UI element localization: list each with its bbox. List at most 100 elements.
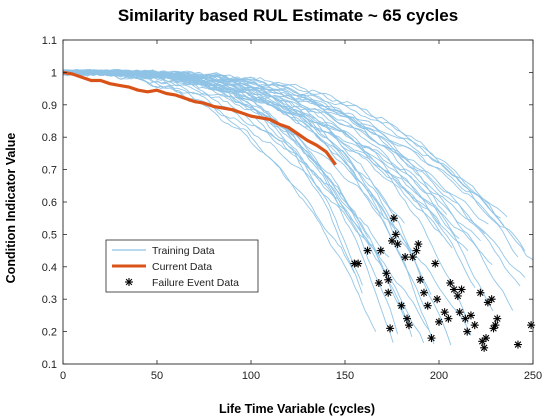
y-tick-label: 0.5 (42, 229, 57, 241)
y-tick-label: 0.3 (42, 294, 57, 306)
training-curve (63, 69, 526, 278)
asterisk-stroke (364, 247, 371, 254)
asterisk-stroke (441, 308, 448, 316)
y-tick-label: 1 (51, 67, 57, 79)
asterisk-stroke (394, 240, 401, 248)
asterisk-stroke (492, 321, 499, 329)
failure-point (435, 317, 443, 326)
failure-point (414, 240, 423, 249)
asterisk-stroke (413, 247, 420, 254)
asterisk-stroke (431, 260, 439, 267)
asterisk-stroke (354, 260, 362, 267)
failure-point (493, 314, 502, 323)
failure-point (461, 314, 470, 323)
failure-point (440, 308, 449, 317)
failure-point (401, 253, 410, 262)
asterisk-stroke (401, 253, 409, 261)
failure-point (480, 343, 489, 352)
asterisk-stroke (125, 278, 133, 286)
failure-point (466, 311, 475, 320)
asterisk-stroke (388, 237, 396, 245)
x-tick-label: 50 (151, 370, 163, 382)
failure-point (423, 301, 432, 310)
legend-swatch-failure (125, 278, 133, 286)
legend: Training Data Current Data Failure Event D… (105, 239, 259, 293)
training-curve (63, 70, 533, 261)
failure-point (444, 314, 453, 323)
asterisk-stroke (377, 247, 384, 254)
y-tick-label: 0.6 (42, 197, 57, 209)
failure-point (382, 269, 391, 278)
failure-point (393, 240, 402, 249)
legend-label: Current Data (152, 261, 212, 273)
asterisk-stroke (386, 325, 394, 332)
asterisk-stroke (480, 344, 488, 352)
failure-point (397, 301, 406, 310)
failure-point (384, 288, 393, 297)
asterisk-stroke (447, 279, 454, 287)
asterisk-stroke (450, 286, 458, 293)
asterisk-stroke (384, 289, 392, 296)
asterisk-stroke (383, 270, 390, 277)
legend-label: Training Data (152, 245, 215, 257)
failure-point (431, 259, 440, 268)
failure-point (427, 334, 436, 343)
asterisk-stroke (415, 240, 422, 248)
failure-event-points (350, 214, 536, 352)
asterisk-stroke (445, 315, 452, 322)
asterisk-stroke (471, 321, 478, 329)
failure-point (455, 308, 464, 317)
y-tick-label: 0.4 (42, 262, 57, 274)
training-curve (63, 69, 505, 227)
asterisk-stroke (416, 276, 424, 284)
legend-entry: Current Data (112, 261, 212, 273)
asterisk-stroke (405, 321, 413, 329)
failure-point (470, 321, 479, 330)
asterisk-stroke (398, 302, 405, 309)
asterisk-stroke (462, 315, 469, 322)
y-tick-label: 0.2 (42, 327, 57, 339)
failure-point (404, 321, 413, 330)
failure-point (408, 253, 417, 262)
asterisk-stroke (514, 341, 522, 348)
training-curve (63, 69, 521, 287)
plot-area: 0 50 100 150 200 250 0.1 0.2 0.3 0.4 0.5 0.6 0.7 0.8 0… (42, 35, 542, 382)
asterisk-stroke (454, 292, 462, 300)
x-tick-label: 250 (524, 370, 542, 382)
y-tick-label: 0.7 (42, 165, 57, 177)
asterisk-stroke (424, 302, 431, 309)
y-tick-label: 0.8 (42, 132, 57, 144)
asterisk-stroke (467, 312, 475, 319)
training-data-lines (63, 68, 533, 346)
failure-point (450, 285, 459, 294)
failure-point (463, 327, 472, 336)
asterisk-stroke (488, 295, 495, 303)
asterisk-stroke (409, 253, 416, 261)
failure-point (386, 324, 395, 333)
legend-entry: Failure Event Data (125, 277, 239, 289)
asterisk-stroke (433, 295, 441, 303)
asterisk-stroke (456, 308, 463, 316)
x-axis-label: Life Time Variable (cycles) (219, 402, 375, 416)
asterisk-stroke (375, 279, 383, 287)
asterisk-stroke (482, 334, 490, 342)
failure-point (354, 259, 363, 268)
failure-point (513, 340, 522, 349)
failure-point (374, 279, 383, 287)
failure-point (416, 275, 425, 284)
failure-point (388, 236, 396, 245)
asterisk-stroke (390, 214, 398, 222)
x-tick-label: 150 (336, 370, 354, 382)
y-axis-label: Condition Indicator Value (4, 133, 18, 284)
asterisk-stroke (420, 289, 428, 296)
x-tick-label: 0 (60, 370, 66, 382)
failure-point (478, 337, 487, 346)
asterisk-stroke (435, 318, 443, 326)
failure-point (433, 295, 442, 304)
legend-entry: Training Data (112, 245, 215, 257)
failure-point (482, 334, 490, 343)
y-tick-label: 0.1 (42, 359, 57, 371)
failure-point (453, 291, 462, 300)
y-tick-label: 0.9 (42, 100, 57, 112)
